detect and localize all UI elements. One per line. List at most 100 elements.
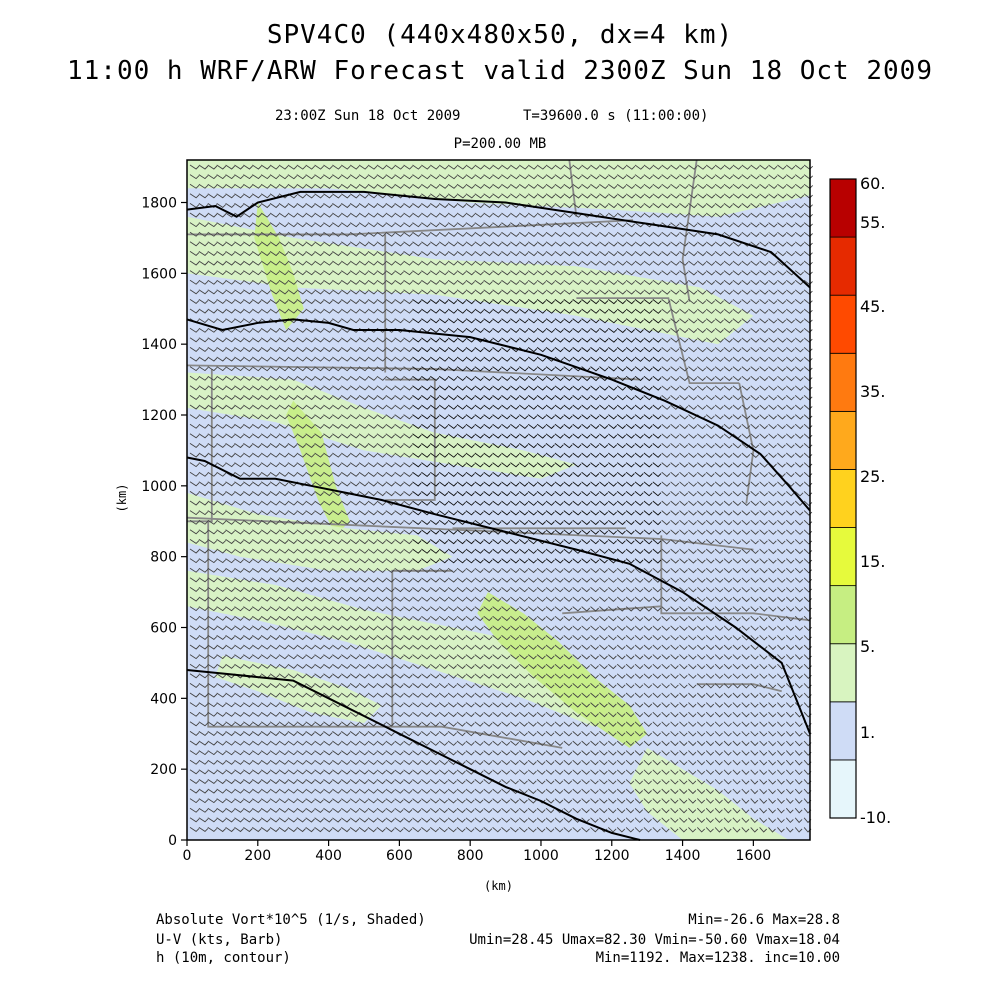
wind-barb: [403, 231, 413, 237]
wind-barb: [794, 174, 805, 180]
wind-barb: [385, 375, 396, 381]
wind-barb: [385, 443, 395, 449]
wind-barb: [305, 395, 316, 401]
wind-barb: [616, 299, 627, 305]
wind-barb: [750, 414, 760, 420]
wind-barb: [189, 702, 200, 708]
wind-barb: [741, 654, 750, 660]
wind-barb: [794, 318, 804, 324]
wind-barb: [403, 798, 413, 804]
wind-barb: [287, 183, 298, 189]
wind-barb: [536, 231, 547, 237]
wind-barb: [296, 500, 307, 506]
wind-barb: [741, 750, 750, 756]
wind-barb: [688, 827, 697, 833]
wind-barb: [252, 596, 262, 602]
wind-barb: [777, 558, 786, 564]
wind-barb: [465, 318, 476, 324]
wind-barb: [252, 788, 262, 794]
wind-barb: [296, 740, 307, 746]
wind-barb: [794, 692, 803, 699]
wind-barb: [688, 270, 698, 276]
wind-barb: [536, 481, 546, 487]
wind-barb: [786, 462, 795, 468]
wind-barb: [198, 375, 209, 381]
wind-barb: [492, 260, 502, 266]
wind-barb: [572, 289, 582, 295]
wind-barb: [581, 270, 591, 276]
wind-barb: [394, 644, 404, 650]
wind-barb: [625, 827, 635, 833]
wind-barb: [768, 347, 778, 353]
wind-barb: [563, 212, 573, 218]
wind-barb: [768, 817, 776, 824]
wind-barb: [661, 788, 670, 795]
wind-barb: [438, 702, 449, 708]
wind-barb: [679, 203, 689, 209]
wind-barb: [403, 279, 413, 285]
wind-barb: [341, 663, 351, 669]
wind-barb: [376, 596, 386, 602]
wind-barb: [519, 212, 529, 218]
wind-barb: [367, 356, 378, 362]
wind-barb: [501, 807, 511, 814]
wind-barb: [385, 798, 395, 804]
wind-barb: [599, 174, 609, 180]
wind-barb: [447, 711, 457, 718]
wind-barb: [465, 577, 475, 583]
wind-barb: [527, 539, 537, 545]
wind-barb: [438, 395, 449, 401]
wind-barb: [705, 260, 716, 266]
wind-barb: [474, 529, 484, 535]
wind-barb: [723, 721, 732, 727]
wind-barb: [225, 759, 235, 765]
wind-barb: [252, 164, 262, 170]
wind-barb: [768, 673, 777, 679]
wind-barb: [332, 366, 342, 372]
wind-barb: [634, 347, 644, 353]
wind-barb: [696, 731, 706, 737]
wind-barb: [305, 308, 316, 314]
wind-barb: [679, 414, 689, 420]
wind-barb: [367, 711, 378, 717]
wind-barb: [723, 759, 732, 766]
wind-barb: [741, 817, 750, 824]
wind-barb: [341, 759, 351, 765]
wind-barb: [519, 759, 528, 766]
wind-barb: [599, 491, 609, 497]
wind-barb: [252, 539, 262, 545]
wind-barb: [447, 510, 458, 516]
wind-barb: [447, 827, 457, 833]
wind-barb: [572, 510, 582, 516]
wind-barb: [599, 721, 608, 727]
wind-barb: [492, 702, 502, 708]
wind-barb: [349, 231, 360, 237]
wind-barb: [590, 702, 599, 708]
wind-barb: [252, 817, 262, 823]
wind-barb: [278, 251, 289, 257]
wind-barb: [501, 615, 511, 622]
wind-barb: [421, 567, 431, 573]
wind-barb: [314, 606, 324, 612]
wind-barb: [367, 222, 378, 228]
wind-barb: [777, 481, 786, 487]
wind-barb: [510, 366, 520, 372]
wind-barb: [332, 299, 342, 305]
wind-barb: [786, 347, 795, 353]
wind-barb: [234, 779, 244, 785]
wind-barb: [581, 807, 590, 814]
wind-barb: [670, 817, 679, 823]
wind-barb: [608, 711, 617, 718]
wind-barb: [341, 471, 351, 477]
wind-barb: [545, 337, 556, 343]
wind-barb: [394, 702, 404, 708]
wind-barb: [243, 577, 253, 583]
wind-barb: [741, 673, 750, 679]
wind-barb: [189, 817, 200, 823]
wind-barb: [679, 385, 689, 391]
wind-barb: [421, 731, 431, 737]
wind-barb: [456, 788, 466, 794]
wind-barb: [608, 327, 618, 333]
wind-barb: [296, 241, 307, 247]
wind-barb: [501, 433, 511, 439]
